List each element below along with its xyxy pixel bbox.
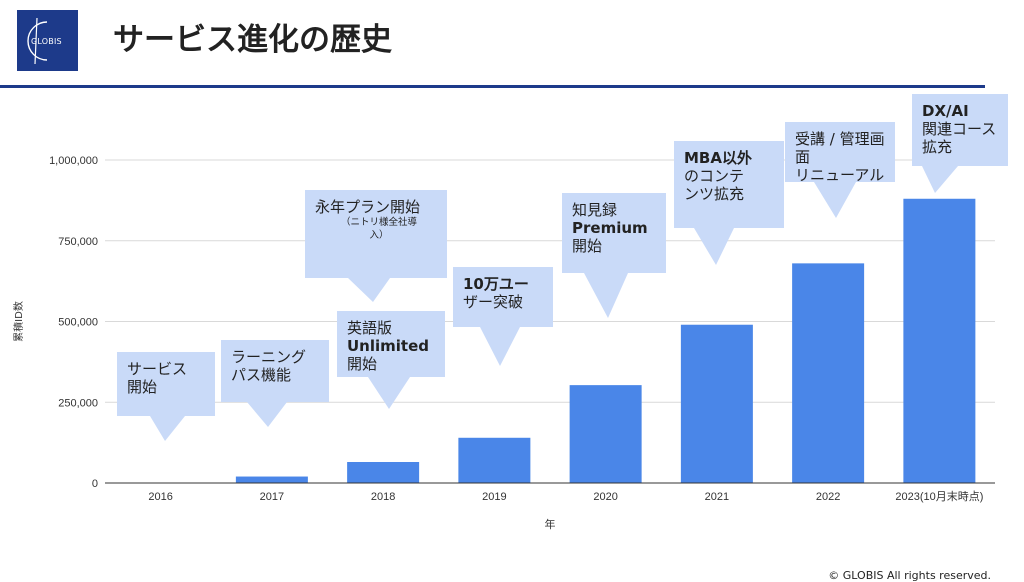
- x-tick-label: 2017: [260, 491, 284, 503]
- annotation-line: ラーニング: [231, 348, 307, 366]
- annotation-text: ラーニング パス機能: [231, 348, 325, 384]
- x-tick-label: 2023(10月末時点): [895, 489, 983, 503]
- annotation-line: 知見録: [572, 201, 618, 219]
- annotation-line: 開始: [347, 355, 378, 373]
- annotation-callout-8: [912, 94, 1008, 193]
- annotation-text: 英語版 Unlimited 開始: [347, 319, 441, 373]
- annotation-line: 10万ユー: [463, 275, 529, 293]
- annotation-text: サービス 開始: [127, 360, 211, 396]
- annotation-line: 拡充: [922, 138, 953, 156]
- x-tick-label: 2020: [593, 491, 617, 503]
- annotation-line: 開始: [572, 237, 603, 255]
- annotation-text: 受講 / 管理画面 リニューアル: [795, 130, 891, 184]
- annotation-line: ザー突破: [463, 293, 524, 311]
- x-tick-label: 2021: [705, 491, 729, 503]
- annotation-callout-7: [785, 122, 895, 218]
- y-tick-label: 500,000: [58, 317, 98, 329]
- annotation-line: DX/AI: [922, 102, 969, 120]
- x-tick-label: 2019: [482, 491, 506, 503]
- y-tick-label: 750,000: [58, 236, 98, 248]
- annotation-line: Unlimited: [347, 337, 429, 355]
- logo-text: GLOBIS: [31, 37, 62, 46]
- x-tick-label: 2018: [371, 491, 395, 503]
- annotation-callout-1: [221, 340, 329, 427]
- axes: 0 250,000 500,000 750,000 1,000,000 2016 2017 2…: [12, 155, 995, 531]
- x-tick-label: 2022: [816, 491, 840, 503]
- bar-2021: [680, 324, 753, 483]
- x-axis-title: 年: [545, 517, 556, 531]
- bar-2022: [792, 263, 865, 483]
- bar-2019: [458, 437, 531, 483]
- annotation-line: Premium: [572, 219, 648, 237]
- globis-logo: GLOBIS: [17, 10, 78, 71]
- annotation-text: 知見録 Premium 開始: [572, 201, 662, 255]
- bar-2017: [235, 476, 308, 483]
- annotation-text: 永年プラン開始 （ニトリ様全社導 入）: [315, 198, 443, 242]
- bars: [235, 198, 976, 483]
- annotation-line: MBA以外: [684, 149, 752, 167]
- annotation-callout-5: [562, 193, 666, 318]
- annotation-line: サービス: [127, 360, 188, 378]
- annotation-callout-6: [674, 141, 784, 265]
- annotation-text: DX/AI 関連コース 拡充: [922, 102, 1004, 156]
- annotation-callout-4: [453, 267, 553, 366]
- annotation-line: 開始: [127, 378, 158, 396]
- y-tick-label: 250,000: [58, 397, 98, 409]
- annotation-line: 永年プラン開始: [315, 198, 421, 216]
- bar-2020: [569, 385, 642, 483]
- annotation-line: ンツ拡充: [684, 185, 745, 203]
- y-tick-label: 0: [92, 478, 98, 490]
- copyright: © GLOBIS All rights reserved.: [828, 569, 991, 582]
- header-divider: [0, 85, 985, 88]
- x-tick-label: 2016: [148, 491, 172, 503]
- annotation-subline: 入）: [369, 230, 389, 241]
- annotation-line: パス機能: [231, 366, 292, 384]
- page-title: サービス進化の歴史: [113, 22, 392, 58]
- bar-2018: [347, 462, 420, 483]
- y-tick-label: 1,000,000: [49, 155, 98, 167]
- bar-2023(10月末時点): [903, 198, 976, 483]
- annotation-line: のコンテ: [684, 167, 745, 185]
- annotation-line: 英語版: [347, 319, 393, 337]
- annotation-callouts: [117, 94, 1008, 441]
- annotation-callout-0: [117, 352, 215, 441]
- annotation-text: 10万ユー ザー突破: [463, 275, 549, 311]
- annotation-callout-3: [305, 190, 447, 302]
- annotation-line: 受講 / 管理画面: [795, 130, 885, 166]
- annotation-text: MBA以外 のコンテ ンツ拡充: [684, 149, 780, 203]
- annotation-subline: （ニトリ様全社導: [340, 217, 417, 228]
- annotation-line: リニューアル: [795, 166, 885, 184]
- annotation-line: 関連コース: [922, 120, 997, 138]
- globis-logo-mark: [27, 17, 48, 65]
- annotation-callout-2: [337, 311, 445, 409]
- y-axis-title: 累積ID数: [12, 301, 25, 342]
